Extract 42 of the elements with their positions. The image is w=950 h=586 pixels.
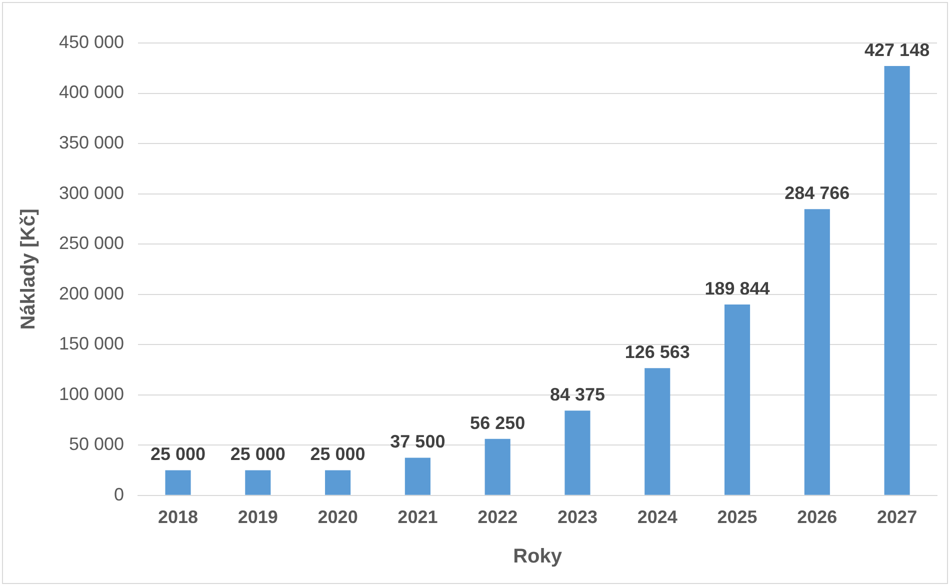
y-tick-label: 350 000 [58, 132, 124, 152]
y-tick-label: 450 000 [58, 32, 124, 52]
y-tick-label: 300 000 [58, 182, 124, 203]
y-tick-label: 250 000 [58, 233, 124, 254]
x-tick-label: 2023 [557, 507, 598, 528]
bar [884, 66, 910, 495]
y-tick-label: 400 000 [58, 82, 124, 102]
data-label: 427 148 [864, 40, 930, 60]
y-tick-label: 200 000 [58, 283, 124, 304]
y-tick-label: 0 [114, 484, 124, 504]
x-axis-title: Roky [513, 546, 563, 568]
y-tick-label: 100 000 [58, 384, 124, 404]
bar [325, 470, 351, 495]
bar [644, 368, 670, 495]
bar [484, 438, 510, 495]
x-tick-label: 2025 [717, 507, 758, 528]
bar [165, 470, 191, 495]
y-tick-label: 150 000 [58, 334, 124, 354]
x-tick-label: 2024 [637, 507, 678, 528]
bar [564, 410, 590, 495]
bar [804, 209, 830, 495]
data-label: 126 563 [624, 342, 690, 362]
bar [245, 470, 271, 495]
x-tick-label: 2022 [478, 507, 518, 528]
data-label: 25 000 [150, 444, 206, 464]
x-tick-label: 2019 [238, 507, 278, 528]
y-axis-title: Náklady [Kč] [18, 208, 40, 330]
x-tick-label: 2018 [158, 507, 198, 528]
bar [724, 304, 750, 495]
data-label: 56 250 [470, 412, 526, 433]
data-label: 189 844 [704, 278, 770, 299]
x-tick-label: 2021 [398, 507, 438, 528]
data-label: 25 000 [230, 444, 286, 464]
bar [404, 458, 430, 495]
x-tick-label: 2027 [877, 507, 918, 528]
x-tick-label: 2026 [797, 507, 838, 528]
data-label: 284 766 [784, 183, 850, 204]
y-tick-label: 50 000 [69, 434, 124, 454]
data-label: 37 500 [390, 432, 446, 452]
x-tick-label: 2020 [318, 507, 358, 528]
data-label: 84 375 [550, 384, 606, 405]
data-label: 25 000 [310, 444, 366, 464]
